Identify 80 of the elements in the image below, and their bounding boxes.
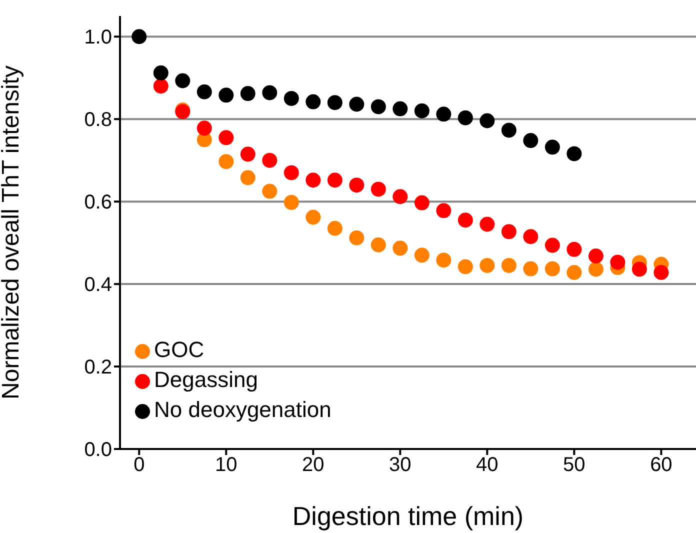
y-tick-label: 0.6 [84,192,112,214]
point [588,262,604,277]
point [501,258,516,273]
y-tick-label: 0.0 [84,439,112,462]
point [654,265,669,280]
point [480,258,495,273]
point [196,84,212,100]
y-tick-label: 0.4 [84,274,112,296]
point [327,95,342,110]
point [327,172,342,188]
x-tick-label: 50 [563,454,586,476]
y-tick-label: 1.0 [84,26,112,49]
point [566,242,582,257]
point [240,146,256,162]
point [153,65,168,80]
point [480,113,495,128]
legend-label: No deoxygenation [154,397,332,422]
point [458,259,473,274]
point [523,133,538,148]
point [544,140,560,155]
point [132,29,147,44]
point [240,170,256,186]
point [458,212,473,228]
y-tick-label: 0.2 [84,356,112,379]
point [392,189,408,204]
y-axis-title: Normalized oveall ThT intensity [0,66,25,400]
point [262,152,278,168]
point [392,240,408,256]
point [480,216,495,232]
point [523,229,538,244]
y-tick-label: 0.8 [84,109,112,132]
point [544,238,560,253]
x-tick-label: 60 [650,454,672,476]
point [284,165,299,180]
x-tick-label: 30 [389,454,412,476]
point [610,254,626,270]
point [458,110,473,126]
point [414,103,430,118]
point [370,182,386,197]
point [262,85,278,100]
point [370,237,386,252]
point [262,184,278,199]
point [327,220,342,236]
point [218,130,234,146]
point [306,94,321,110]
point [501,224,516,240]
x-tick-label: 40 [476,454,498,476]
point [436,203,452,218]
point [349,96,364,112]
point [218,88,234,103]
point [588,248,604,264]
point [414,195,430,210]
x-axis-title: Digestion time (min) [292,501,524,531]
legend-label: Degassing [154,367,258,392]
point [349,230,364,246]
point [196,120,212,136]
point [436,252,452,268]
point [566,265,582,280]
point [153,78,168,94]
point [523,261,538,276]
point [240,86,256,102]
legend-label: GOC [154,337,204,362]
point [414,248,430,263]
point [370,99,386,114]
point [306,172,321,188]
point [175,73,190,88]
x-tick-label: 20 [302,454,324,476]
point [284,194,299,210]
point [218,154,234,170]
point [284,90,299,106]
point [392,101,408,116]
point [349,178,364,193]
point [544,261,560,276]
point [501,122,516,138]
point [436,106,452,122]
point [306,210,321,225]
point [566,146,582,162]
point [632,262,647,277]
x-tick-label: 0 [134,454,145,476]
x-tick-label: 10 [215,454,238,476]
